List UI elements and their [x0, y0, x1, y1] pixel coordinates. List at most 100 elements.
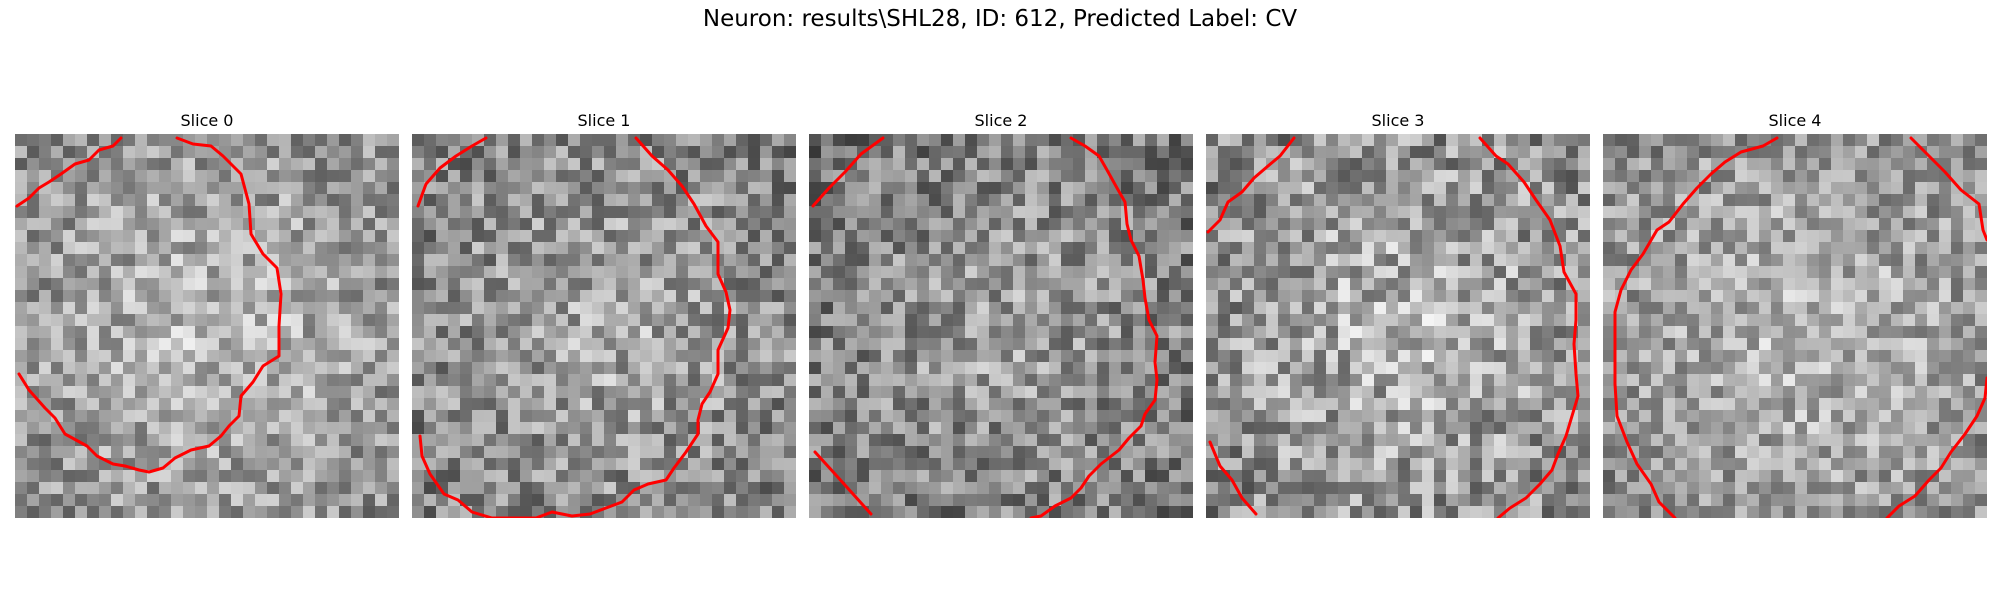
- pixel-cell: [448, 242, 460, 254]
- pixel-cell: [1494, 290, 1506, 302]
- pixel-cell: [27, 290, 39, 302]
- pixel-cell: [387, 326, 399, 338]
- pixel-cell: [676, 194, 688, 206]
- pixel-cell: [1783, 446, 1795, 458]
- pixel-cell: [1506, 326, 1518, 338]
- pixel-cell: [135, 242, 147, 254]
- pixel-cell: [1891, 410, 1903, 422]
- pixel-cell: [845, 458, 857, 470]
- pixel-cell: [1506, 254, 1518, 266]
- pixel-cell: [556, 446, 568, 458]
- pixel-cell: [1879, 386, 1891, 398]
- pixel-cell: [291, 446, 303, 458]
- pixel-cell: [1699, 338, 1711, 350]
- pixel-cell: [640, 194, 652, 206]
- pixel-cell: [1254, 422, 1266, 434]
- pixel-cell: [387, 362, 399, 374]
- pixel-cell: [1242, 206, 1254, 218]
- pixel-cell: [1446, 218, 1458, 230]
- pixel-cell: [1338, 494, 1350, 506]
- pixel-cell: [881, 182, 893, 194]
- pixel-cell: [1206, 290, 1218, 302]
- pixel-cell: [700, 494, 712, 506]
- pixel-cell: [1410, 158, 1422, 170]
- pixel-cell: [604, 194, 616, 206]
- pixel-cell: [1278, 458, 1290, 470]
- pixel-cell: [375, 206, 387, 218]
- pixel-cell: [1975, 242, 1987, 254]
- pixel-cell: [1254, 434, 1266, 446]
- pixel-cell: [1627, 302, 1639, 314]
- pixel-cell: [1566, 194, 1578, 206]
- pixel-cell: [664, 494, 676, 506]
- pixel-cell: [1338, 146, 1350, 158]
- pixel-cell: [1458, 362, 1470, 374]
- pixel-cell: [893, 362, 905, 374]
- pixel-cell: [147, 182, 159, 194]
- pixel-cell: [941, 338, 953, 350]
- pixel-cell: [195, 410, 207, 422]
- pixel-cell: [1819, 266, 1831, 278]
- pixel-cell: [604, 326, 616, 338]
- pixel-cell: [291, 230, 303, 242]
- pixel-cell: [1711, 278, 1723, 290]
- pixel-cell: [1939, 134, 1951, 146]
- pixel-cell: [821, 302, 833, 314]
- pixel-cell: [821, 362, 833, 374]
- pixel-cell: [1230, 434, 1242, 446]
- pixel-cell: [1603, 302, 1615, 314]
- pixel-cell: [724, 494, 736, 506]
- pixel-cell: [580, 494, 592, 506]
- pixel-cell: [845, 146, 857, 158]
- pixel-cell: [1446, 302, 1458, 314]
- pixel-cell: [207, 326, 219, 338]
- pixel-cell: [1242, 338, 1254, 350]
- pixel-cell: [1362, 182, 1374, 194]
- pixel-cell: [1578, 206, 1590, 218]
- pixel-cell: [39, 218, 51, 230]
- pixel-cell: [1651, 338, 1663, 350]
- pixel-cell: [941, 494, 953, 506]
- slice-title: Slice 4: [1768, 111, 1822, 130]
- pixel-cell: [472, 350, 484, 362]
- pixel-cell: [1470, 470, 1482, 482]
- pixel-cell: [1819, 290, 1831, 302]
- pixel-cell: [219, 374, 231, 386]
- pixel-cell: [363, 350, 375, 362]
- pixel-cell: [1963, 326, 1975, 338]
- pixel-cell: [1807, 374, 1819, 386]
- pixel-cell: [1073, 314, 1085, 326]
- pixel-cell: [604, 422, 616, 434]
- pixel-cell: [700, 326, 712, 338]
- pixel-cell: [1783, 326, 1795, 338]
- pixel-cell: [448, 398, 460, 410]
- pixel-cell: [63, 194, 75, 206]
- pixel-cell: [291, 434, 303, 446]
- pixel-cell: [869, 158, 881, 170]
- pixel-cell: [929, 398, 941, 410]
- pixel-cell: [1446, 362, 1458, 374]
- pixel-cell: [1061, 338, 1073, 350]
- pixel-cell: [448, 362, 460, 374]
- pixel-cell: [87, 458, 99, 470]
- pixel-cell: [1218, 326, 1230, 338]
- pixel-cell: [1073, 434, 1085, 446]
- pixel-cell: [1747, 362, 1759, 374]
- pixel-cell: [1314, 254, 1326, 266]
- pixel-cell: [1530, 278, 1542, 290]
- pixel-cell: [279, 362, 291, 374]
- pixel-cell: [1121, 290, 1133, 302]
- pixel-cell: [724, 170, 736, 182]
- pixel-cell: [1097, 494, 1109, 506]
- pixel-cell: [484, 374, 496, 386]
- pixel-cell: [1855, 242, 1867, 254]
- pixel-cell: [532, 314, 544, 326]
- pixel-cell: [893, 170, 905, 182]
- pixel-cell: [135, 266, 147, 278]
- pixel-cell: [1651, 146, 1663, 158]
- pixel-cell: [327, 410, 339, 422]
- pixel-cell: [1530, 362, 1542, 374]
- pixel-cell: [965, 314, 977, 326]
- pixel-cell: [1242, 458, 1254, 470]
- pixel-cell: [39, 146, 51, 158]
